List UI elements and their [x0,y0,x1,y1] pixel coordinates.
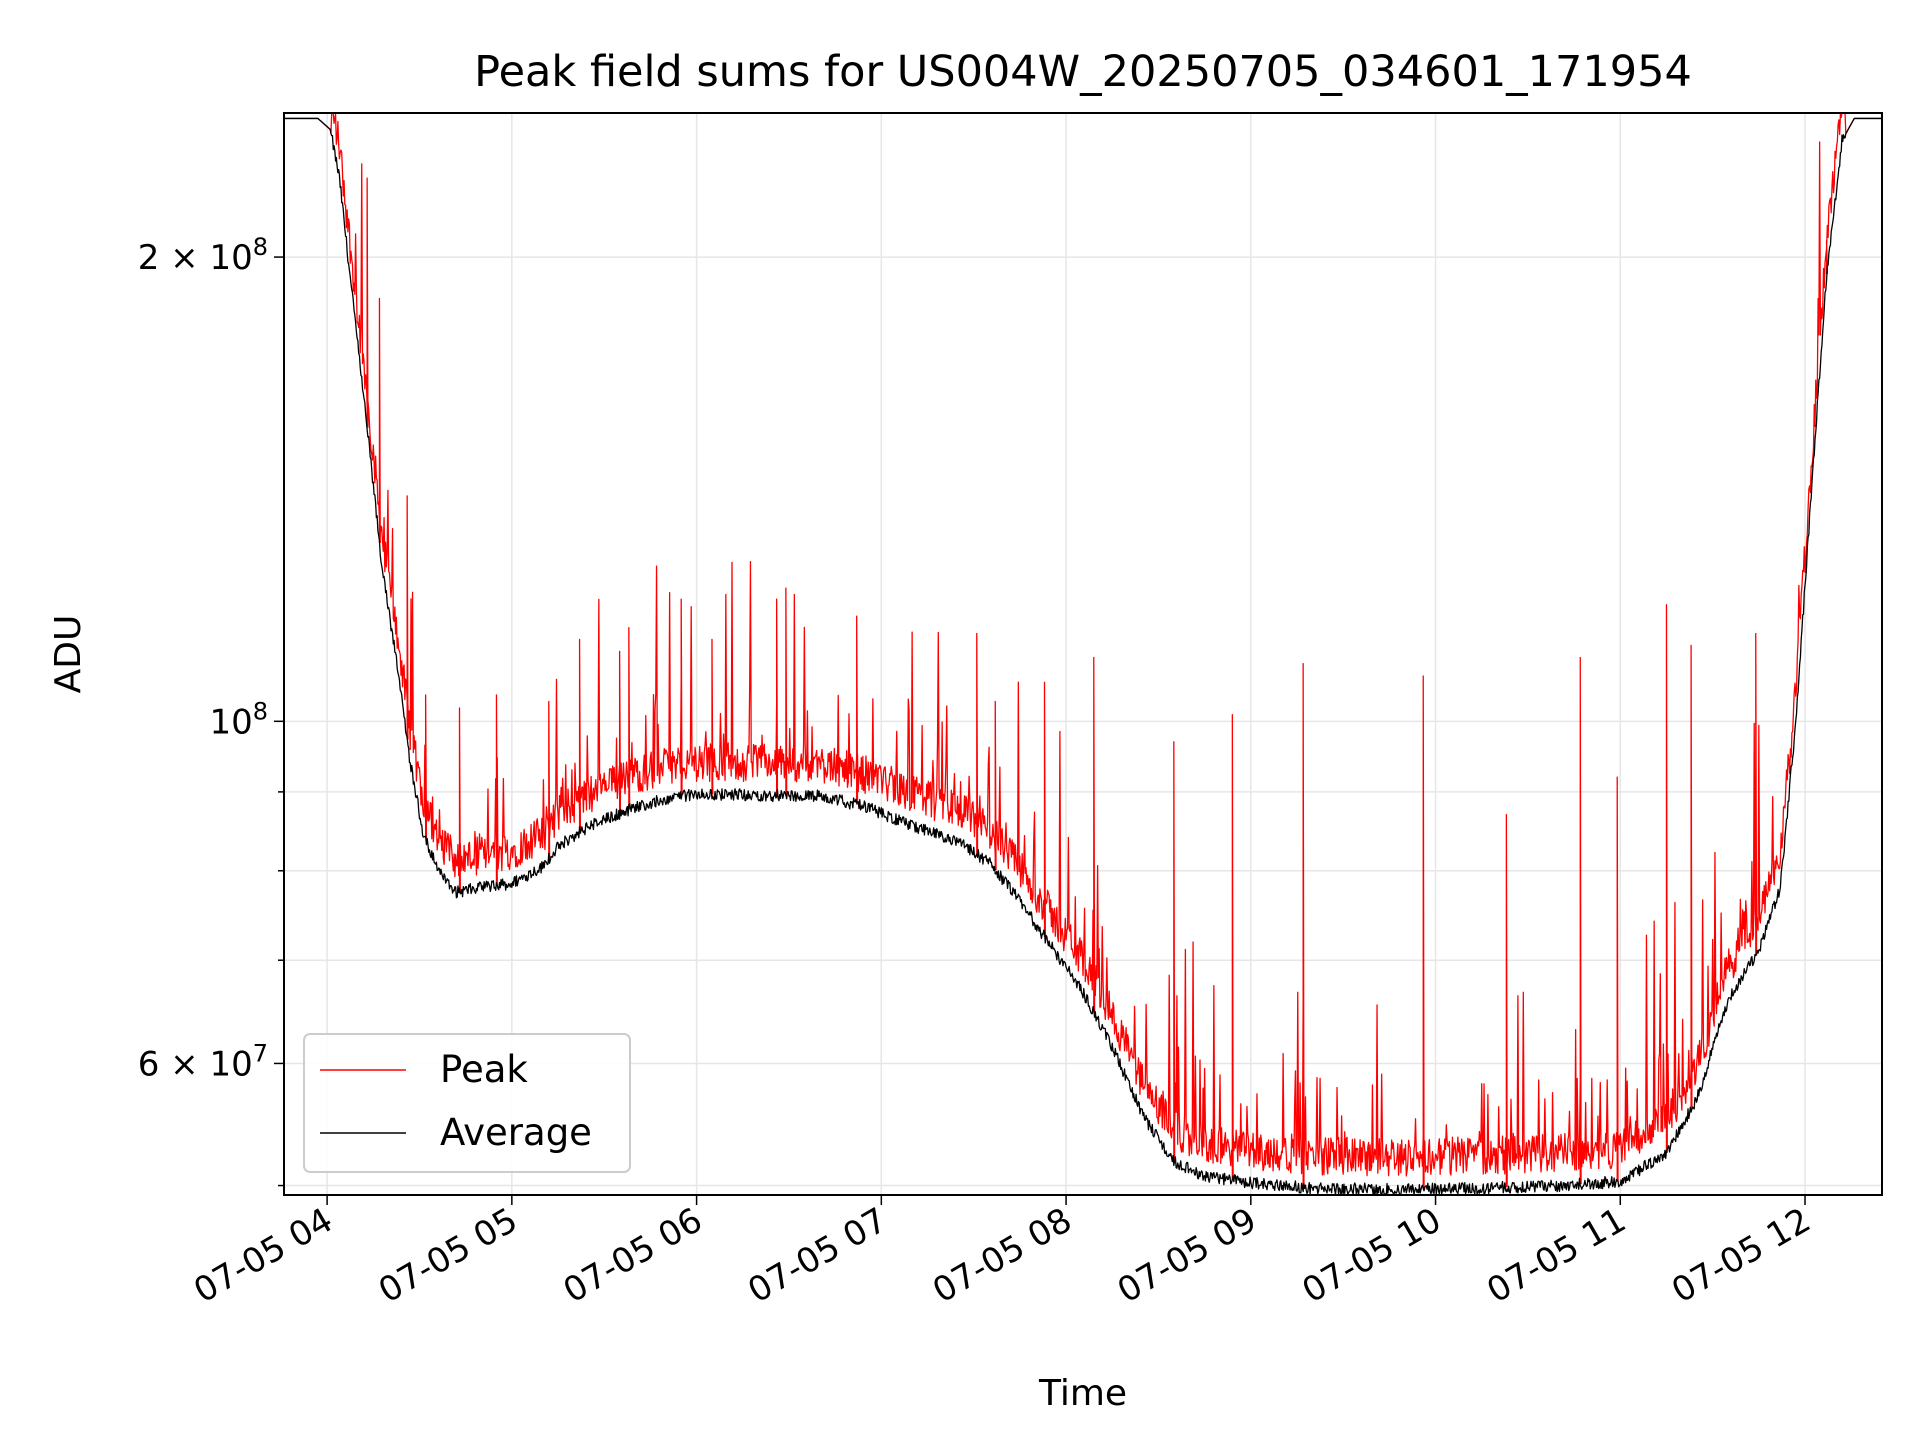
legend: Peak Average [303,1033,631,1173]
x-axis-label: Time [1038,1373,1127,1414]
y-tick-label: 2 × 108 [138,233,268,278]
plot-series [284,112,1882,1196]
plot-frame [283,112,1883,1196]
peak-series-line [284,112,1882,1190]
y-tick-label: 6 × 107 [138,1039,268,1084]
chart-title: Peak field sums for US004W_20250705_0346… [474,47,1692,97]
legend-label-peak: Peak [440,1048,528,1091]
average-series-line [284,117,1882,1196]
y-tick-label: 108 [209,697,268,742]
legend-label-average: Average [440,1111,592,1154]
y-axis-label: ADU [48,615,89,694]
legend-box [303,1033,631,1173]
